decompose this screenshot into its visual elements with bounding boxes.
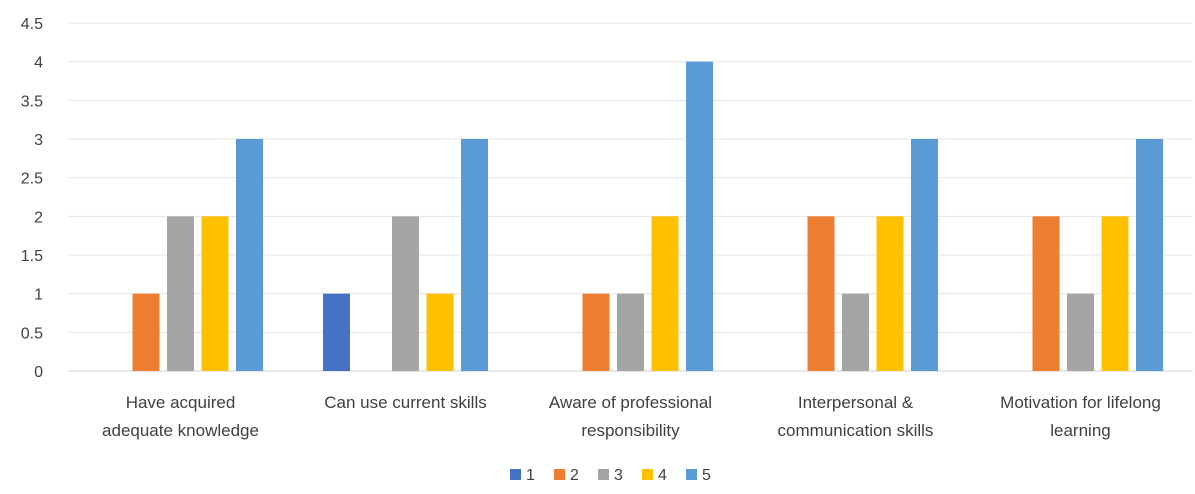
bar-series-5-2	[461, 139, 488, 371]
bar-series-4-5	[1102, 216, 1129, 371]
y-tick-label: 2	[34, 209, 43, 226]
bar-series-3-4	[842, 294, 869, 371]
bar-series-3-2	[392, 216, 419, 371]
x-category-label: communication skills	[778, 421, 934, 440]
x-category-label: Interpersonal &	[798, 393, 914, 412]
legend-swatch-4	[642, 469, 653, 480]
bar-series-4-3	[652, 216, 679, 371]
bar-series-3-1	[167, 216, 194, 371]
x-category-label: learning	[1050, 421, 1111, 440]
bar-series-3-3	[617, 294, 644, 371]
legend: 1 2 3 4 5	[510, 467, 711, 484]
legend-label-3: 3	[614, 467, 623, 484]
bar-series-4-4	[877, 216, 904, 371]
legend-label-4: 4	[658, 467, 667, 484]
x-category-label: Aware of professional	[549, 393, 712, 412]
bar-series-4-2	[427, 294, 454, 371]
y-tick-label: 1	[34, 287, 43, 304]
legend-label-2: 2	[570, 467, 579, 484]
y-tick-label: 4	[34, 55, 43, 72]
bar-series-1-2	[323, 294, 350, 371]
x-category-label: responsibility	[581, 421, 680, 440]
y-tick-label: 4.5	[21, 16, 43, 33]
y-tick-label: 1.5	[21, 248, 43, 265]
bar-series-2-5	[1033, 216, 1060, 371]
x-category-label: adequate knowledge	[102, 421, 259, 440]
y-axis: 0 0.5 1 1.5 2 2.5 3 3.5 4 4.5	[21, 16, 43, 381]
legend-label-1: 1	[526, 467, 535, 484]
x-axis: Have acquired adequate knowledge Can use c…	[102, 393, 1161, 440]
bar-series-5-5	[1136, 139, 1163, 371]
legend-label-5: 5	[702, 467, 711, 484]
legend-swatch-5	[686, 469, 697, 480]
bar-series-2-4	[808, 216, 835, 371]
bar-series-2-3	[583, 294, 610, 371]
bar-series-2-1	[133, 294, 160, 371]
bar-series-4-1	[202, 216, 229, 371]
y-tick-label: 0	[34, 364, 43, 381]
y-tick-label: 0.5	[21, 325, 43, 342]
bar-series-3-5	[1067, 294, 1094, 371]
y-tick-label: 3.5	[21, 93, 43, 110]
legend-swatch-2	[554, 469, 565, 480]
x-category-label: Have acquired	[126, 393, 236, 412]
legend-swatch-1	[510, 469, 521, 480]
legend-swatch-3	[598, 469, 609, 480]
y-tick-label: 3	[34, 132, 43, 149]
x-category-label: Motivation for lifelong	[1000, 393, 1161, 412]
y-tick-label: 2.5	[21, 171, 43, 188]
bar-series-5-1	[236, 139, 263, 371]
bar-series-5-4	[911, 139, 938, 371]
bar-series-5-3	[686, 62, 713, 371]
x-category-label: Can use current skills	[324, 393, 487, 412]
